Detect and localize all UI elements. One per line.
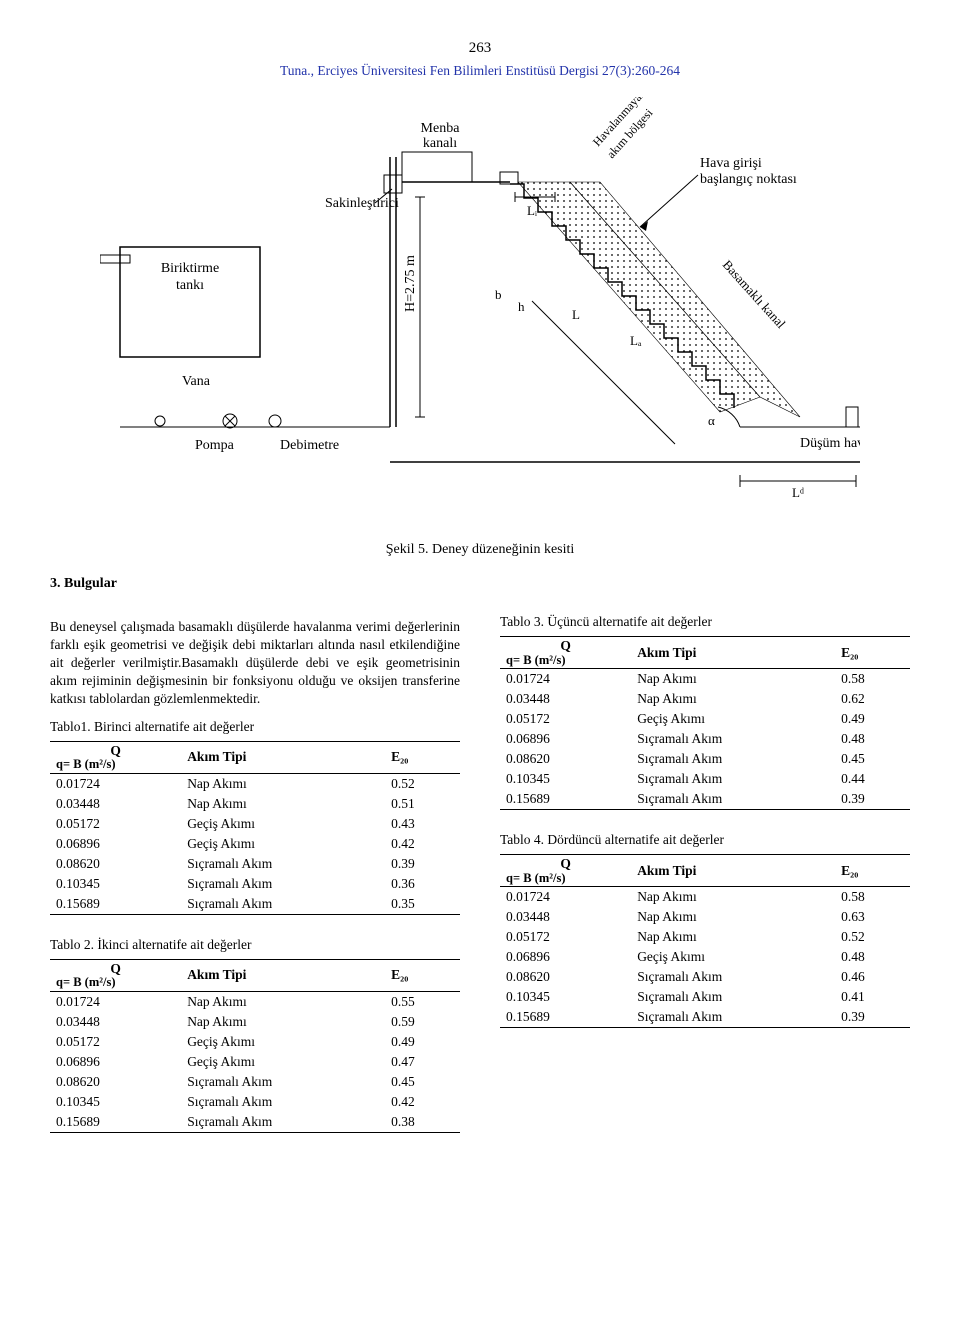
table-1-body: 0.01724Nap Akımı0.520.03448Nap Akımı0.51…	[50, 773, 460, 914]
th-akim: Akım Tipi	[181, 741, 385, 773]
svg-text:h: h	[518, 299, 525, 314]
table-row: 0.06896Sıçramalı Akım0.48	[500, 729, 910, 749]
svg-text:Hava girişi: Hava girişi	[700, 156, 762, 171]
table-row: 0.08620Sıçramalı Akım0.39	[50, 854, 460, 874]
svg-text:Lᵢ: Lᵢ	[527, 203, 538, 218]
table-row: 0.10345Sıçramalı Akım0.44	[500, 769, 910, 789]
table1-title: Tablo1. Birinci alternatife ait değerler	[50, 719, 460, 735]
svg-text:Debimetre: Debimetre	[280, 438, 339, 453]
table-row: 0.01724Nap Akımı0.55	[50, 991, 460, 1012]
table-row: 0.15689Sıçramalı Akım0.39	[500, 1007, 910, 1028]
table-row: 0.10345Sıçramalı Akım0.42	[50, 1092, 460, 1112]
svg-text:b: b	[495, 287, 502, 302]
svg-text:Menba: Menba	[421, 121, 461, 136]
table-row: 0.05172Geçiş Akımı0.49	[50, 1032, 460, 1052]
table-3: Qq= B (m²/s) Akım Tipi E₂₀ 0.01724Nap Ak…	[500, 636, 910, 810]
table-row: 0.10345Sıçramalı Akım0.41	[500, 987, 910, 1007]
table-4-body: 0.01724Nap Akımı0.580.03448Nap Akımı0.63…	[500, 887, 910, 1028]
right-column: Tablo 3. Üçüncü alternatife ait değerler…	[500, 604, 910, 1133]
table-row: 0.03448Nap Akımı0.63	[500, 907, 910, 927]
table-row: 0.06896Geçiş Akımı0.48	[500, 947, 910, 967]
table-row: 0.01724Nap Akımı0.52	[50, 773, 460, 794]
table-row: 0.01724Nap Akımı0.58	[500, 669, 910, 690]
svg-text:başlangıç noktası: başlangıç noktası	[700, 172, 797, 187]
svg-text:α: α	[708, 413, 715, 428]
table-row: 0.01724Nap Akımı0.58	[500, 887, 910, 908]
svg-text:Biriktirme: Biriktirme	[161, 261, 219, 276]
table-row: 0.08620Sıçramalı Akım0.45	[50, 1072, 460, 1092]
table2-title: Tablo 2. İkinci alternatife ait değerler	[50, 937, 460, 953]
qhead-bot: q= B (m²/s)	[56, 757, 175, 771]
table-row: 0.08620Sıçramalı Akım0.45	[500, 749, 910, 769]
left-column: Bu deneysel çalışmada basamaklı düşülerd…	[50, 604, 460, 1133]
table-row: 0.03448Nap Akımı0.51	[50, 794, 460, 814]
table-1: Qq= B (m²/s) Akım Tipi E₂₀ 0.01724Nap Ak…	[50, 741, 460, 915]
svg-text:Lᵈ: Lᵈ	[792, 485, 804, 500]
table-row: 0.06896Geçiş Akımı0.42	[50, 834, 460, 854]
table-row: 0.15689Sıçramalı Akım0.39	[500, 789, 910, 810]
qhead-top: Q	[56, 744, 175, 758]
th-e20: E₂₀	[385, 741, 460, 773]
table-2-body: 0.01724Nap Akımı0.550.03448Nap Akımı0.59…	[50, 991, 460, 1132]
table-4: Qq= B (m²/s) Akım Tipi E₂₀ 0.01724Nap Ak…	[500, 854, 910, 1028]
table-3-body: 0.01724Nap Akımı0.580.03448Nap Akımı0.62…	[500, 669, 910, 810]
table-row: 0.03448Nap Akımı0.62	[500, 689, 910, 709]
journal-title: Tuna., Erciyes Üniversitesi Fen Bilimler…	[50, 63, 910, 79]
table-row: 0.05172Geçiş Akımı0.49	[500, 709, 910, 729]
table-2: Qq= B (m²/s) Akım Tipi E₂₀ 0.01724Nap Ak…	[50, 959, 460, 1133]
table-row: 0.06896Geçiş Akımı0.47	[50, 1052, 460, 1072]
svg-text:Basamaklı kanal: Basamaklı kanal	[720, 257, 789, 331]
svg-text:tankı: tankı	[176, 278, 204, 293]
table-row: 0.15689Sıçramalı Akım0.35	[50, 894, 460, 915]
svg-text:H=2.75 m: H=2.75 m	[403, 255, 418, 312]
figure-5: Biriktirme tankı Vana Pompa Debimetre Sa…	[100, 97, 860, 532]
para-1: Bu deneysel çalışmada basamaklı düşülerd…	[50, 618, 460, 709]
table-row: 0.08620Sıçramalı Akım0.46	[500, 967, 910, 987]
svg-text:Vana: Vana	[182, 374, 211, 389]
table-row: 0.05172Nap Akımı0.52	[500, 927, 910, 947]
svg-text:Lₐ: Lₐ	[630, 333, 642, 348]
table-row: 0.15689Sıçramalı Akım0.38	[50, 1112, 460, 1133]
table-row: 0.05172Geçiş Akımı0.43	[50, 814, 460, 834]
page-number: 263	[50, 40, 910, 57]
svg-text:kanalı: kanalı	[423, 136, 457, 151]
table-row: 0.03448Nap Akımı0.59	[50, 1012, 460, 1032]
svg-text:L: L	[572, 307, 580, 322]
table-row: 0.10345Sıçramalı Akım0.36	[50, 874, 460, 894]
figure-5-caption: Şekil 5. Deney düzeneğinin kesiti	[50, 542, 910, 558]
table4-title: Tablo 4. Dördüncü alternatife ait değerl…	[500, 832, 910, 848]
svg-text:Sakinleştirici: Sakinleştirici	[325, 196, 399, 211]
svg-text:Pompa: Pompa	[195, 438, 235, 453]
section-3-title: 3. Bulgular	[50, 576, 910, 592]
table3-title: Tablo 3. Üçüncü alternatife ait değerler	[500, 614, 910, 630]
svg-text:Düşüm havuzu: Düşüm havuzu	[800, 436, 860, 451]
